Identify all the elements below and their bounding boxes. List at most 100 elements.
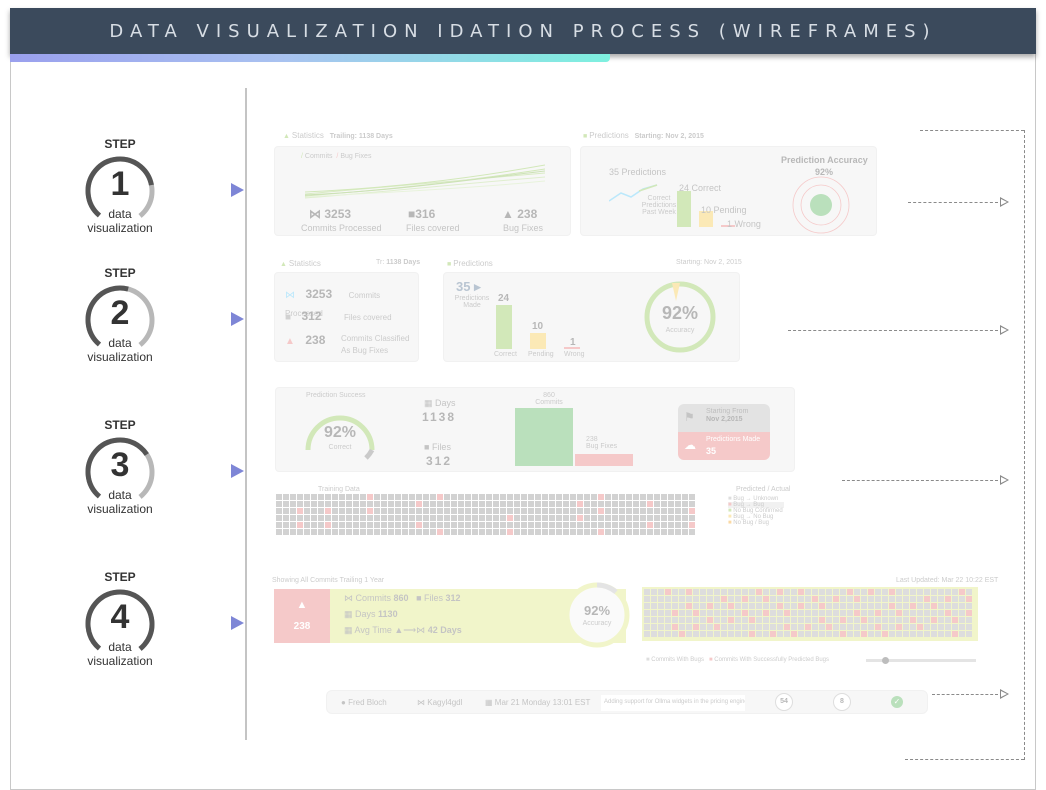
heatmap-cell <box>651 624 657 630</box>
heatmap-cell <box>812 603 818 609</box>
heatmap-cell <box>938 596 944 602</box>
step-caption: data visualization <box>87 640 153 668</box>
wf4-bug-box: ▲ 238 <box>274 589 330 643</box>
heatmap-cell <box>875 617 881 623</box>
wf2-pred-count: 35 ▸ <box>456 279 481 294</box>
wf2-pred-count-label: Predictions Made <box>454 295 490 309</box>
heatmap-cell <box>668 515 674 521</box>
check-icon: ✓ <box>891 696 903 708</box>
heatmap-cell <box>665 624 671 630</box>
heatmap-cell <box>374 501 380 507</box>
heatmap-cell <box>661 508 667 514</box>
heatmap-cell <box>528 529 534 535</box>
heatmap-cell <box>556 515 562 521</box>
heatmap-cell <box>763 617 769 623</box>
heatmap-cell <box>633 494 639 500</box>
heatmap-cell <box>486 529 492 535</box>
heatmap-cell <box>395 522 401 528</box>
wf4-acc-value: 92% <box>583 603 611 618</box>
heatmap-cell <box>903 603 909 609</box>
heatmap-cell <box>346 529 352 535</box>
heatmap-cell <box>959 603 965 609</box>
heatmap-cell <box>682 515 688 521</box>
heatmap-cell <box>493 501 499 507</box>
heatmap-cell <box>770 596 776 602</box>
heatmap-cell <box>798 631 804 637</box>
wf4-time-slider[interactable] <box>866 657 976 664</box>
heatmap-cell <box>721 589 727 595</box>
heatmap-cell <box>903 624 909 630</box>
heatmap-cell <box>675 494 681 500</box>
step-ring: 1 data visualization <box>84 155 156 235</box>
heatmap-cell <box>689 494 695 500</box>
heatmap-cell <box>472 529 478 535</box>
heatmap-cell <box>535 501 541 507</box>
heatmap-cell <box>325 501 331 507</box>
connector-line <box>1024 130 1025 760</box>
heatmap-cell <box>861 596 867 602</box>
heatmap-cell <box>654 501 660 507</box>
canvas-frame <box>10 8 1036 790</box>
heatmap-cell <box>756 589 762 595</box>
step-number: 2 <box>110 294 130 332</box>
heatmap-cell <box>833 617 839 623</box>
heatmap-cell <box>283 522 289 528</box>
heatmap-cell <box>945 624 951 630</box>
heatmap-cell <box>840 589 846 595</box>
heatmap-cell <box>563 501 569 507</box>
wf2-acc-value: 92% <box>661 303 699 323</box>
heatmap-cell <box>402 501 408 507</box>
heatmap-cell <box>728 610 734 616</box>
heatmap-cell <box>945 589 951 595</box>
heatmap-cell <box>749 631 755 637</box>
heatmap-cell <box>465 529 471 535</box>
heatmap-cell <box>409 529 415 535</box>
heatmap-cell <box>395 515 401 521</box>
heatmap-cell <box>840 610 846 616</box>
heatmap-cell <box>686 631 692 637</box>
wf2-stats-card: ⋈ 3253 Commits Processed ■ 312 Files cov… <box>274 272 419 362</box>
heatmap-cell <box>861 603 867 609</box>
heatmap-cell <box>605 515 611 521</box>
wf3-gauge-label: Correct <box>328 444 352 451</box>
heatmap-cell <box>549 529 555 535</box>
heatmap-cell <box>430 522 436 528</box>
heatmap-cell <box>784 624 790 630</box>
heatmap-cell <box>290 529 296 535</box>
heatmap-cell <box>791 624 797 630</box>
heatmap-cell <box>917 610 923 616</box>
wf2-row-files: ■ 312 Files covered <box>285 309 392 323</box>
step-ring: 4 data visualization <box>84 588 156 668</box>
heatmap-cell <box>465 508 471 514</box>
heatmap-cell <box>409 522 415 528</box>
heatmap-cell <box>633 522 639 528</box>
heatmap-cell <box>423 515 429 521</box>
heatmap-cell <box>721 603 727 609</box>
heatmap-cell <box>507 494 513 500</box>
heatmap-cell <box>686 617 692 623</box>
heatmap-cell <box>416 529 422 535</box>
heatmap-cell <box>966 603 972 609</box>
heatmap-cell <box>437 529 443 535</box>
slider-handle[interactable] <box>882 657 889 664</box>
wf2-row-bugs: ▲ 238 <box>285 333 326 347</box>
heatmap-cell <box>360 515 366 521</box>
wf1-stats-header: ▲ Statistics Trailing: 1138 Days <box>283 131 393 140</box>
heatmap-cell <box>563 529 569 535</box>
step-label: STEP <box>104 570 136 584</box>
heatmap-cell <box>654 508 660 514</box>
heatmap-cell <box>451 501 457 507</box>
heatmap-cell <box>374 529 380 535</box>
heatmap-cell <box>668 522 674 528</box>
heatmap-cell <box>409 515 415 521</box>
heatmap-cell <box>763 624 769 630</box>
heatmap-cell <box>679 617 685 623</box>
wf4-header-left: Showing All Commits Trailing 1 Year <box>272 577 385 584</box>
heatmap-cell <box>381 529 387 535</box>
heatmap-cell <box>777 603 783 609</box>
heatmap-cell <box>367 494 373 500</box>
heatmap-cell <box>675 508 681 514</box>
heatmap-cell <box>910 596 916 602</box>
heatmap-cell <box>444 508 450 514</box>
wf1-bar-pending <box>699 211 713 227</box>
